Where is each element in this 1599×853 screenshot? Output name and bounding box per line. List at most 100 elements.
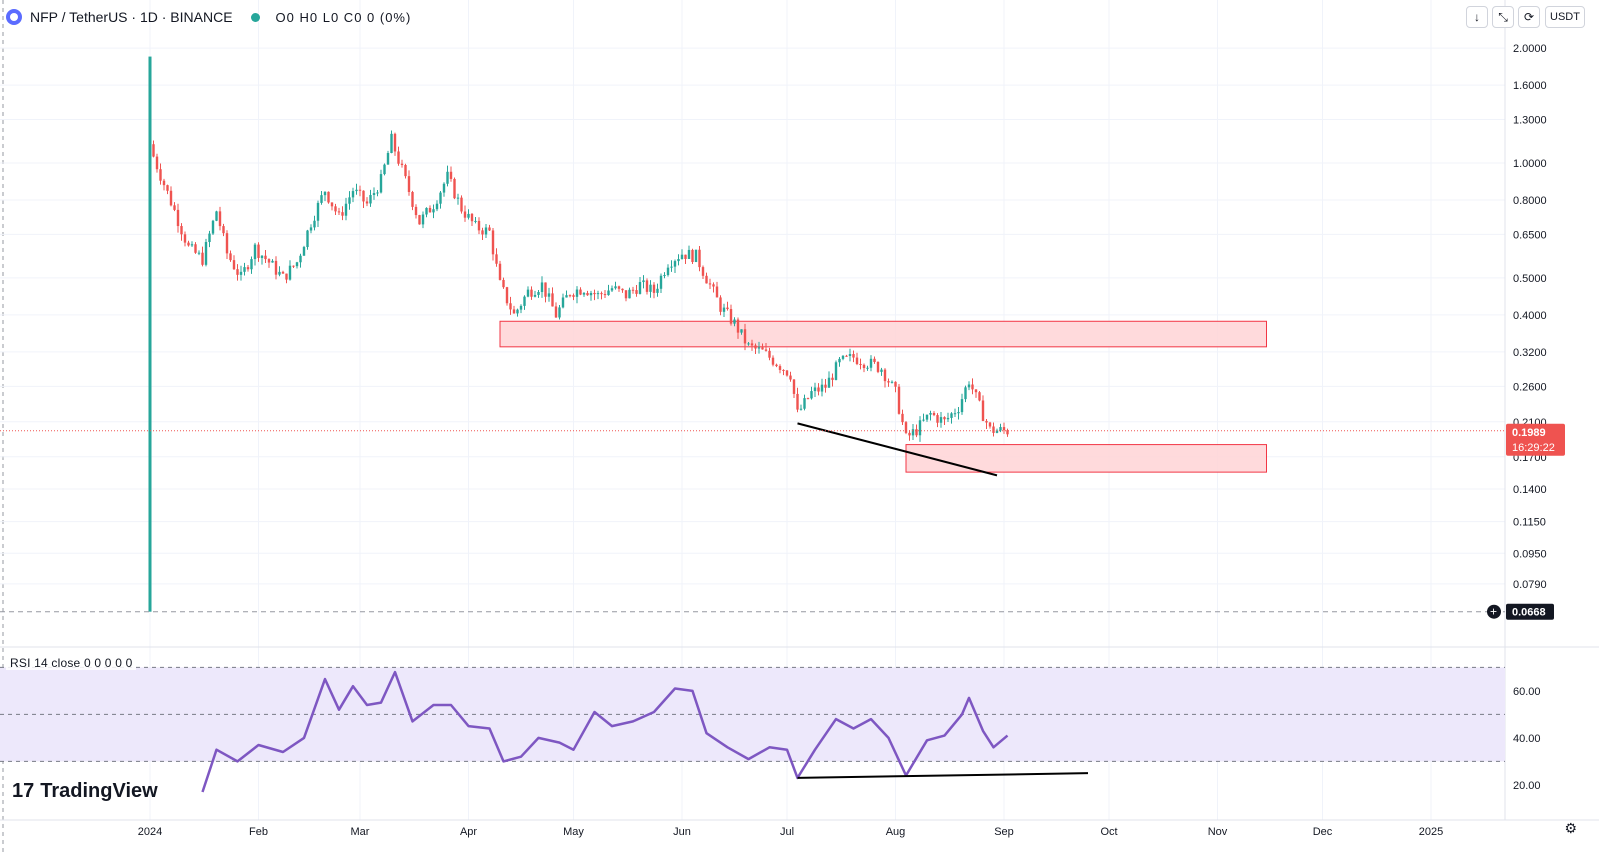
gear-icon[interactable]: ⚙	[1564, 820, 1577, 836]
rsi-legend[interactable]: RSI 14 close 0 0 0 0 0	[6, 656, 137, 670]
candle-body	[229, 253, 232, 261]
candle-body	[817, 387, 820, 392]
symbol-header: NFP / TetherUS · 1D · BINANCE O0 H0 L0 C…	[6, 6, 411, 28]
candle-body	[456, 197, 460, 199]
candle-body	[358, 189, 362, 191]
candle-body	[855, 357, 859, 365]
candle-body	[558, 307, 561, 318]
candle-body	[428, 207, 432, 213]
candle-body	[425, 207, 428, 215]
candle-body	[337, 211, 341, 213]
candle-body	[400, 163, 404, 165]
candle-body	[904, 422, 908, 433]
candle-body	[628, 289, 631, 299]
candle-body	[778, 366, 782, 370]
candle-body	[292, 265, 295, 267]
candle-body	[579, 289, 582, 295]
price-axis: 2.0000 1.6000 1.3000 1.0000 0.8000 0.6500 0.50…	[1513, 43, 1547, 591]
candle-body	[736, 319, 740, 333]
arrow-down-icon[interactable]: ↓	[1466, 6, 1488, 28]
candle-body	[470, 213, 474, 222]
candle-body	[176, 209, 180, 227]
candle-body	[607, 290, 610, 296]
candle-body	[810, 391, 813, 399]
candle-body	[757, 347, 761, 349]
resistance-zone	[499, 320, 1267, 348]
candle-body	[362, 190, 365, 202]
candle-body	[719, 297, 722, 312]
candle-body	[530, 289, 533, 297]
candle-body	[880, 369, 883, 372]
candle-body	[306, 230, 309, 248]
tradingview-logo[interactable]: 17 TradingView	[12, 780, 158, 803]
candle-body	[908, 432, 911, 436]
candle-body	[771, 357, 775, 365]
candle-body	[540, 282, 544, 293]
symbol-title[interactable]: NFP / TetherUS · 1D · BINANCE	[30, 9, 233, 25]
candle-body	[715, 286, 719, 298]
candle-body	[901, 413, 904, 423]
candle-body	[386, 153, 390, 165]
currency-select[interactable]: USDT	[1545, 6, 1585, 28]
add-alert-icon	[1487, 604, 1501, 619]
candle-body	[610, 288, 614, 291]
candle-body	[953, 413, 957, 415]
price-tick-label: 0.1150	[1513, 517, 1546, 529]
candle-body	[722, 307, 726, 312]
candle-body	[876, 361, 880, 372]
candle-body	[729, 309, 733, 324]
candle-body	[971, 384, 974, 390]
market-status-icon	[250, 12, 260, 22]
candle-body	[785, 370, 789, 376]
candle-body	[764, 349, 768, 351]
candle-body	[348, 197, 351, 204]
candle-body	[666, 267, 670, 276]
candle-body	[183, 234, 187, 243]
candle-body	[827, 377, 831, 388]
time-tick-label: Sep	[994, 826, 1014, 838]
countdown-label: 16:29:22	[1512, 442, 1555, 454]
time-tick-label: Nov	[1208, 826, 1228, 838]
rsi-line	[201, 670, 1009, 793]
candle-body	[187, 242, 190, 246]
candle-body	[915, 429, 918, 436]
candle-body	[684, 254, 687, 259]
candle-body	[824, 384, 827, 388]
price-tick-label: 1.0000	[1513, 158, 1547, 170]
last-price-tag	[1506, 423, 1565, 456]
candle-body	[376, 192, 379, 194]
candle-body	[162, 180, 166, 186]
price-trendline	[797, 422, 998, 477]
candle-body	[565, 295, 568, 298]
collapse-icon[interactable]: ⤡	[1492, 6, 1514, 28]
candle-body	[572, 295, 575, 297]
rsi-trendline	[797, 772, 1089, 779]
time-tick-label: Aug	[886, 826, 906, 838]
price-tick-label: 0.5000	[1513, 273, 1547, 285]
candle-body	[285, 273, 288, 280]
candle-body	[505, 287, 509, 304]
rsi-tick-label: 40.00	[1513, 733, 1541, 745]
candles	[152, 130, 1009, 442]
candle-body	[680, 254, 684, 260]
candle-body	[726, 307, 729, 310]
candle-body	[838, 358, 841, 363]
candle-body	[922, 419, 925, 421]
candle-body	[218, 211, 222, 227]
candle-body	[313, 220, 316, 228]
candle-body	[316, 202, 320, 221]
candle-body	[568, 295, 572, 297]
refresh-icon[interactable]: ⟳	[1518, 6, 1540, 28]
candle-body	[789, 375, 792, 380]
candle-body	[883, 369, 887, 382]
candle-body	[236, 269, 239, 275]
candle-body	[365, 201, 369, 204]
candle-body	[848, 354, 852, 356]
candle-body	[978, 392, 981, 401]
candle-body	[803, 398, 806, 409]
candle-body	[642, 280, 645, 283]
candle-body	[820, 384, 824, 392]
candle-body	[509, 303, 512, 310]
price-grid	[0, 0, 1505, 820]
